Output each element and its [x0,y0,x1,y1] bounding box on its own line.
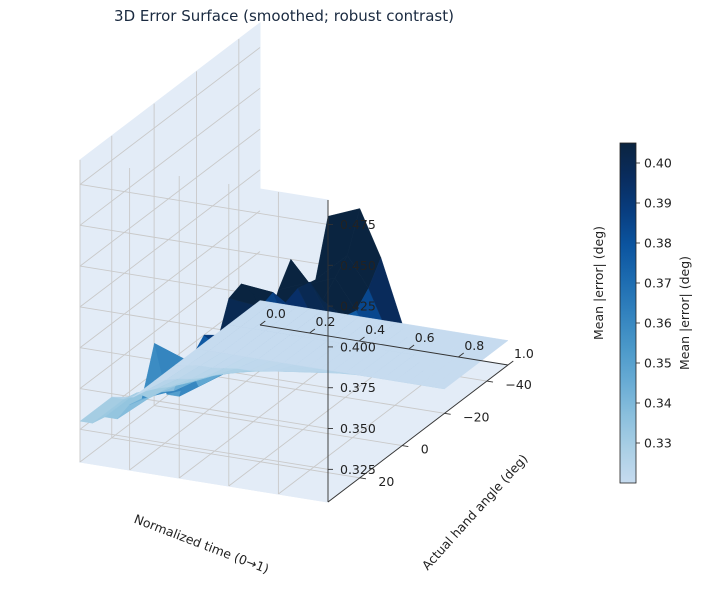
axes-panes [78,21,510,503]
colorbar-tick-label: 0.37 [644,276,672,291]
z-tick-label: 0.375 [340,380,376,395]
y-tick-mark [444,412,451,415]
z-tick-label: 0.425 [340,299,376,314]
floor-grid-y [154,405,403,447]
chart-title: 3D Error Surface (smoothed; robust contr… [114,7,454,25]
x-tick-mark [259,320,266,326]
x-tick-mark [309,328,316,334]
x-tick-mark [408,344,415,350]
error-surface [79,208,509,424]
x-tick-label: 0.4 [365,322,385,337]
z-tick-label: 0.450 [340,258,376,273]
floor-grid-y [196,372,445,414]
x-tick-mark [358,336,365,342]
colorbar-tick-label: 0.40 [644,156,672,171]
colorbar-tick-label: 0.39 [644,196,672,211]
back-grid-z [79,428,329,470]
z-tick-label: 0.475 [340,217,376,232]
left-grid-z [79,251,261,389]
colorbar: 0.33 0.34 0.35 0.36 0.37 0.38 0.39 0.40 [619,142,672,484]
y-tick-label: −20 [463,409,489,424]
back-grid-z [79,184,329,225]
colorbar-bar [619,142,637,484]
colorbar-tick-label: 0.35 [644,356,672,371]
x-axis-label: Normalized time (0→1) [132,511,271,576]
colorbar-tick-label: 0.33 [644,436,672,451]
x-tick-label: 0.0 [266,306,286,321]
y-tick-label: −40 [505,377,531,392]
x-tick-label: 1.0 [514,346,534,361]
y-tick-mark [359,477,367,480]
z-tick-label: 0.325 [340,462,376,477]
colorbar-tick-label: 0.34 [644,396,672,411]
z-tick-label: 0.400 [340,339,376,354]
left-grid-z [79,169,261,308]
back-grid-z [79,388,329,429]
x-tick-label: 0.2 [316,314,336,329]
colorbar-tick-label: 0.36 [644,316,672,331]
y-axis-line [327,364,509,503]
y-tick-mark [402,445,409,448]
colorbar-tick-label: 0.38 [644,236,672,251]
back-grid-z [79,224,329,266]
y-tick-label: 0 [421,442,429,457]
z-tick-label: 0.350 [340,421,376,436]
x-tick-label: 0.8 [464,338,484,353]
left-grid-z [79,210,261,349]
colorbar-label: Mean |error| (deg) [677,256,692,370]
floor-grid-y [111,437,360,479]
left-grid-z [79,128,261,267]
x-tick-mark [507,360,514,366]
y-tick-label: 20 [378,474,394,489]
z-axis-label: Mean |error| (deg) [591,226,606,340]
surface-patch [463,338,509,365]
left-grid-z [79,47,261,185]
x-axis-line [259,324,509,366]
axes-decorations: 0.0 0.2 0.4 0.6 0.8 1.0 −40 −20 0 200.325 0.350 0.3… [259,200,534,503]
y-axis-label: Actual hand angle (deg) [419,451,531,573]
x-tick-mark [458,352,464,358]
x-tick-label: 0.6 [415,330,435,345]
left-grid-z [79,87,261,226]
y-tick-mark [486,380,494,383]
